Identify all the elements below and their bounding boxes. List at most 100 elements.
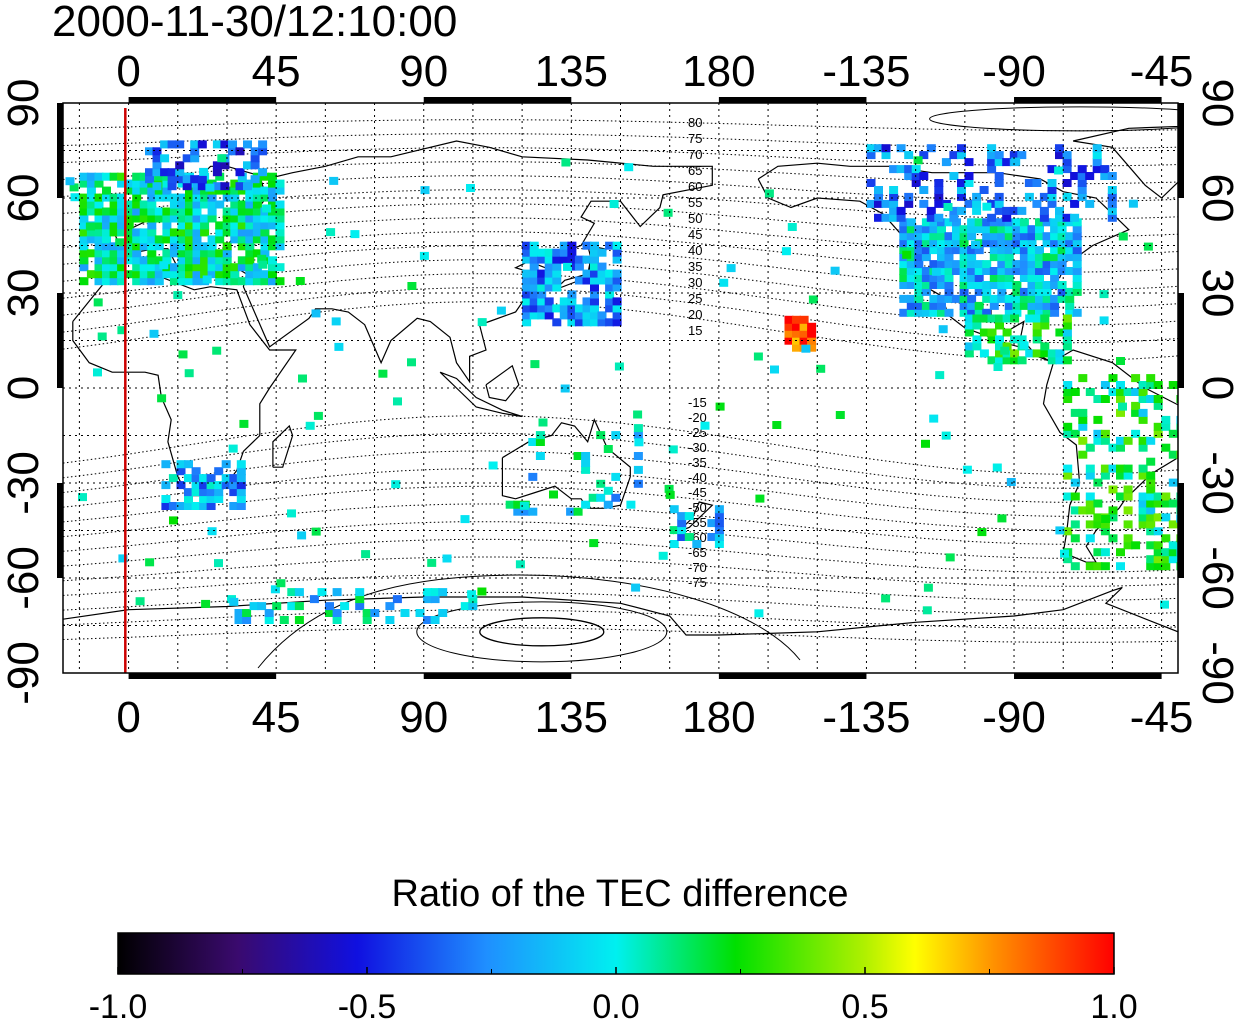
tec-pixel	[392, 595, 402, 604]
tec-pixel	[596, 493, 606, 502]
tec-pixel	[1116, 436, 1125, 445]
tec-pixel	[807, 343, 817, 352]
bottom-lon-tick-label: 90	[399, 693, 448, 742]
tec-pixel	[419, 251, 429, 260]
tec-pixel	[1050, 267, 1060, 275]
frame-bar-top	[128, 97, 277, 103]
tec-pixel	[896, 165, 906, 174]
tec-pixel	[974, 274, 984, 282]
magnetic-contour-label: 70	[688, 147, 702, 162]
tec-pixel	[581, 458, 591, 467]
tec-pixel	[633, 410, 643, 419]
tec-pixel	[237, 263, 247, 272]
tec-pixel	[952, 246, 961, 255]
tec-pixel	[559, 248, 569, 257]
tec-pixel	[237, 228, 247, 237]
magnetic-contour-line	[63, 521, 1178, 559]
tec-pixel	[945, 553, 955, 562]
tec-pixel	[207, 249, 217, 258]
tec-pixel	[982, 225, 992, 234]
tec-pixel	[816, 364, 826, 373]
tec-pixel	[1116, 492, 1125, 501]
tec-pixel	[997, 246, 1007, 255]
tec-pixel	[132, 186, 142, 195]
tec-pixel	[1062, 342, 1072, 351]
tec-pixel	[86, 228, 96, 237]
tec-pixel	[1131, 429, 1141, 438]
tec-pixel	[199, 474, 209, 483]
tec-pixel	[162, 221, 172, 230]
left-lat-tick-label: 90	[0, 79, 48, 128]
tec-pixel	[560, 384, 570, 393]
tec-pixel	[881, 594, 891, 603]
tec-pixel	[603, 500, 613, 509]
tec-pixel	[205, 183, 215, 192]
tec-pixel	[385, 602, 395, 611]
tec-pixel	[1002, 213, 1012, 222]
tec-pixel	[1168, 450, 1178, 459]
tec-pixel	[944, 246, 954, 255]
tec-pixel	[529, 290, 539, 299]
tec-pixel	[220, 140, 230, 149]
tec-pixel	[881, 213, 891, 222]
tec-pixel	[929, 246, 939, 255]
tec-pixel	[361, 550, 371, 559]
tec-pixel	[957, 151, 966, 160]
tec-pixel	[1153, 401, 1163, 410]
tec-pixel	[212, 140, 222, 149]
tec-pixel	[634, 438, 644, 447]
tec-pixel	[245, 256, 255, 265]
tec-pixel	[250, 161, 260, 170]
tec-pixel	[914, 267, 924, 275]
tec-pixel	[1070, 408, 1080, 417]
tec-pixel	[192, 242, 202, 251]
tec-pixel	[921, 267, 931, 275]
tec-pixel	[1107, 199, 1117, 208]
tec-pixel	[262, 204, 272, 213]
tec-pixel	[1042, 301, 1052, 310]
tec-pixel	[1063, 381, 1073, 389]
tec-pixel	[145, 175, 154, 184]
tec-pixel	[332, 616, 342, 624]
tec-pixel	[937, 253, 946, 262]
tec-pixel	[605, 276, 615, 285]
tec-pixel	[1085, 520, 1095, 529]
tec-pixel	[522, 269, 532, 278]
tec-pixel	[914, 281, 924, 289]
tec-pixel	[154, 172, 164, 181]
tec-pixel	[117, 179, 127, 188]
tec-pixel	[1116, 381, 1125, 389]
tec-pixel	[964, 199, 974, 208]
tec-pixel	[964, 158, 974, 167]
tec-pixel	[207, 214, 217, 223]
tec-pixel	[1070, 213, 1080, 222]
tec-pixel	[921, 287, 931, 296]
tec-pixel	[997, 225, 1007, 234]
tec-pixel	[1072, 232, 1082, 241]
tec-pixel	[297, 531, 307, 540]
tec-pixel	[714, 505, 724, 514]
tec-pixel	[997, 267, 1007, 275]
tec-pixel	[252, 193, 262, 202]
tec-pixel	[268, 172, 277, 181]
tec-pixel	[941, 158, 951, 167]
tec-pixel	[162, 256, 172, 265]
tec-pixel	[191, 488, 201, 497]
tec-pixel	[199, 488, 209, 497]
tec-pixel	[1108, 485, 1118, 494]
tec-pixel	[132, 228, 142, 237]
tec-pixel	[1057, 239, 1067, 248]
tec-pixel	[605, 269, 615, 278]
magnetic-contour-label: 60	[688, 179, 702, 194]
tec-pixel	[79, 263, 89, 272]
tec-pixel	[200, 193, 210, 202]
tec-pixel	[1176, 492, 1178, 501]
tec-pixel	[567, 248, 577, 257]
tec-pixel	[185, 221, 194, 230]
tec-pixel	[700, 421, 710, 430]
colorbar: -1.0 -0.5 0.0 0.5 1.0	[89, 932, 1138, 1024]
tec-pixel	[109, 207, 119, 216]
tec-pixel	[937, 246, 946, 255]
tec-pixel	[147, 193, 157, 202]
tec-pixel	[1002, 206, 1012, 215]
